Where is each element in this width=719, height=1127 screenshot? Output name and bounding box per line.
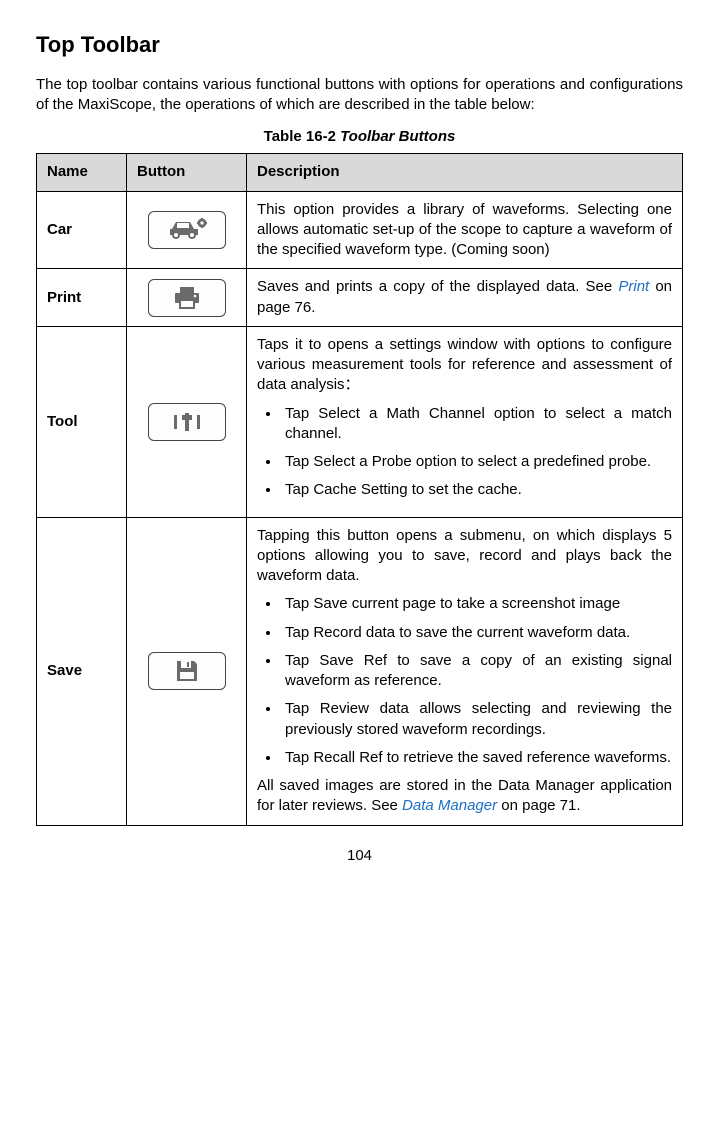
row-button: [127, 326, 247, 517]
print-link[interactable]: Print: [618, 278, 649, 295]
row-name: Save: [37, 517, 127, 825]
save-icon: [148, 652, 226, 690]
list-item: Tap Save current page to take a screensh…: [281, 594, 672, 614]
page-title: Top Toolbar: [36, 30, 683, 60]
desc-text: Saves and prints a copy of the displayed…: [257, 277, 672, 318]
desc-text: Taps it to opens a settings window with …: [257, 335, 672, 396]
desc-text: All saved images are stored in the Data …: [257, 776, 672, 817]
row-button: [127, 191, 247, 269]
row-description: Tapping this button opens a submenu, on …: [247, 517, 683, 825]
desc-pre: Saves and prints a copy of the displayed…: [257, 278, 618, 295]
desc-list: Tap Select a Math Channel option to sele…: [257, 404, 672, 501]
desc-text: Tapping this button opens a submenu, on …: [257, 526, 672, 587]
table-row: Save Tapping this button opens a submenu…: [37, 517, 683, 825]
list-item: Tap Recall Ref to retrieve the saved ref…: [281, 748, 672, 768]
caption-label: Table 16-2: [264, 128, 340, 145]
row-description: Taps it to opens a settings window with …: [247, 326, 683, 517]
table-row: Tool Taps it to opens a settings window …: [37, 326, 683, 517]
intro-paragraph: The top toolbar contains various functio…: [36, 75, 683, 116]
list-item: Tap Select a Math Channel option to sele…: [281, 404, 672, 445]
table-header-row: Name Button Description: [37, 154, 683, 191]
list-item: Tap Review data allows selecting and rev…: [281, 699, 672, 740]
row-button: [127, 517, 247, 825]
row-name: Car: [37, 191, 127, 269]
table-row: Car: [37, 191, 683, 269]
table-caption: Table 16-2 Toolbar Buttons: [36, 127, 683, 147]
page-number: 104: [36, 846, 683, 866]
list-item: Tap Select a Probe option to select a pr…: [281, 452, 672, 472]
row-description: Saves and prints a copy of the displayed…: [247, 269, 683, 327]
row-name: Print: [37, 269, 127, 327]
car-icon: [148, 211, 226, 249]
list-item: Tap Record data to save the current wave…: [281, 623, 672, 643]
row-button: [127, 269, 247, 327]
caption-title: Toolbar Buttons: [340, 128, 455, 145]
print-icon: [148, 279, 226, 317]
table-row: Print Saves and prints a copy of t: [37, 269, 683, 327]
row-name: Tool: [37, 326, 127, 517]
desc-post: on page 71.: [497, 797, 580, 814]
data-manager-link[interactable]: Data Manager: [402, 797, 497, 814]
col-button: Button: [127, 154, 247, 191]
tool-icon: [148, 403, 226, 441]
list-item: Tap Save Ref to save a copy of an existi…: [281, 651, 672, 692]
row-description: This option provides a library of wavefo…: [247, 191, 683, 269]
list-item: Tap Cache Setting to set the cache.: [281, 480, 672, 500]
toolbar-buttons-table: Name Button Description Car: [36, 153, 683, 825]
desc-list: Tap Save current page to take a screensh…: [257, 594, 672, 768]
col-description: Description: [247, 154, 683, 191]
col-name: Name: [37, 154, 127, 191]
desc-text: This option provides a library of wavefo…: [257, 200, 672, 261]
